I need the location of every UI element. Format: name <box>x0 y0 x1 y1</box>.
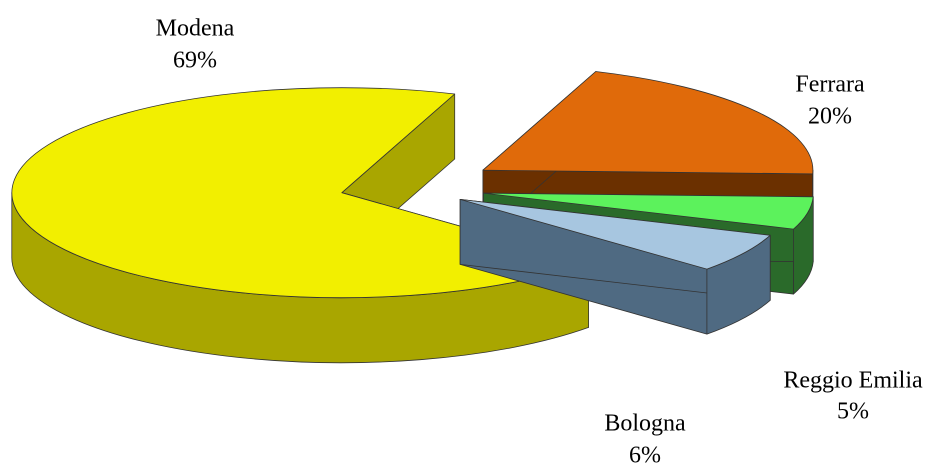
pie-slice <box>11 87 589 299</box>
slice-value-label: 20% <box>808 104 852 130</box>
slice-value-label: 6% <box>629 443 661 469</box>
slice-label: Bologna <box>604 411 686 437</box>
slice-label: Reggio Emilia <box>783 368 923 394</box>
pie-slice <box>482 71 814 175</box>
slice-label: Ferrara <box>795 72 865 98</box>
slice-value-label: 69% <box>173 48 217 74</box>
slice-value-label: 5% <box>837 399 869 425</box>
pie-slice <box>483 192 814 230</box>
slice-label: Modena <box>156 16 235 42</box>
pie-slice <box>459 199 771 270</box>
